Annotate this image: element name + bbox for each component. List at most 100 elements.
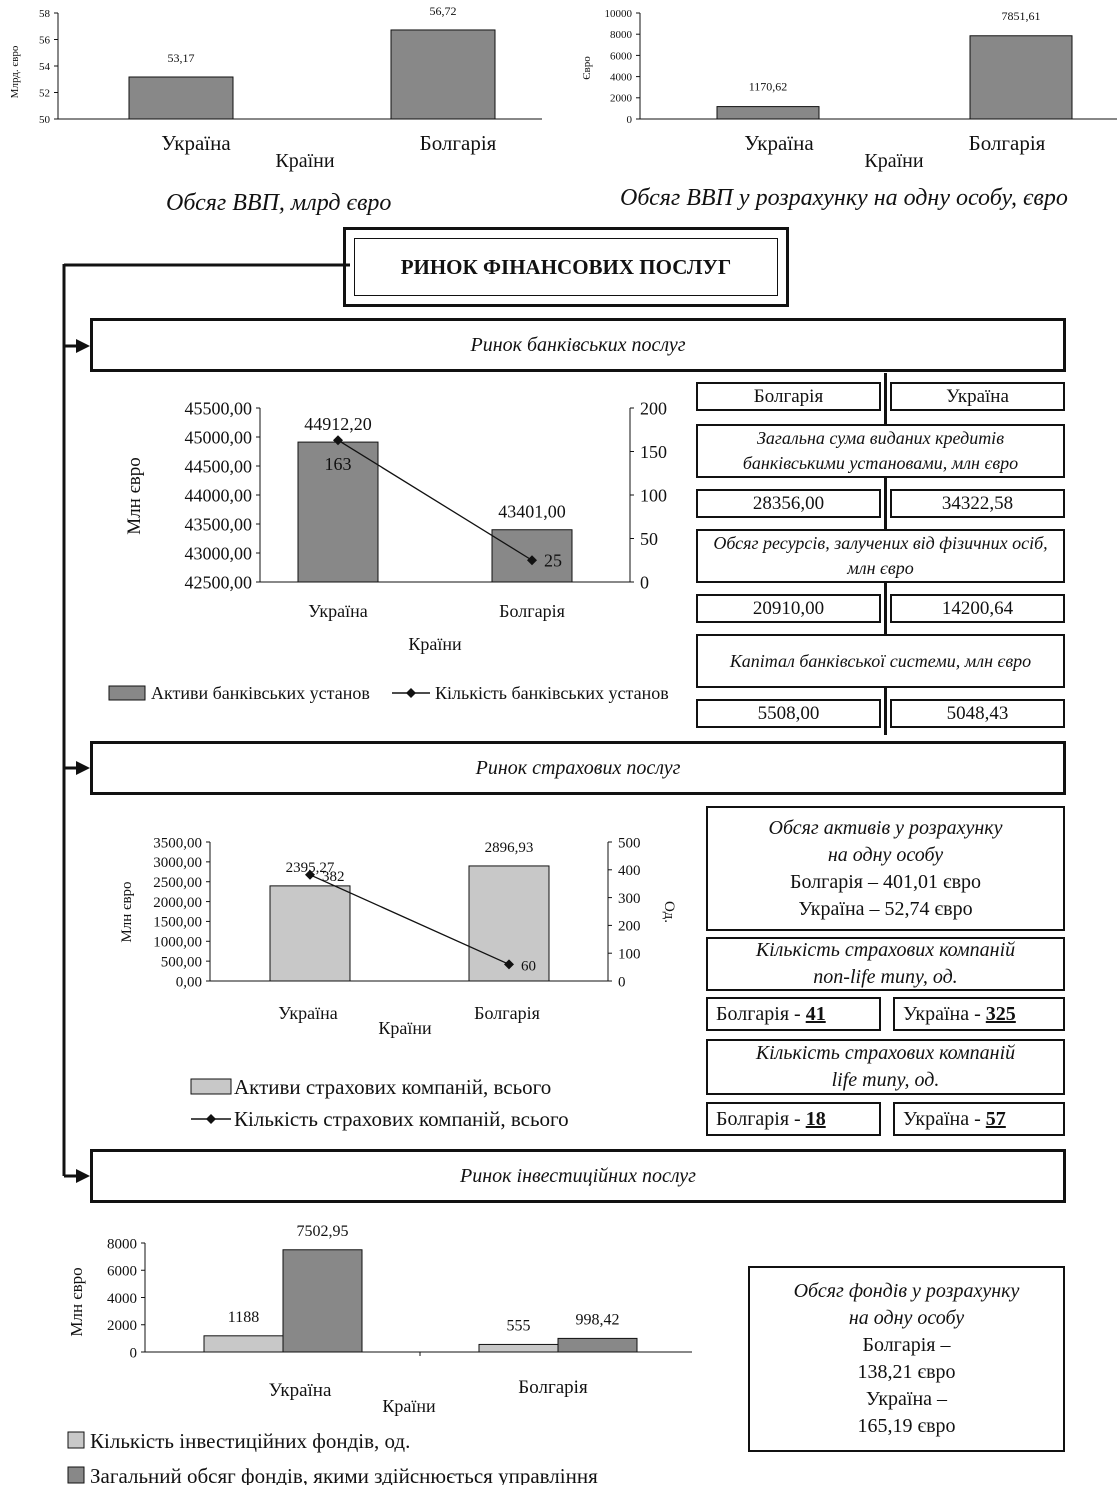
ins-y-tick-4: 2000,00 (153, 895, 202, 911)
banking-capital-ukraine: 5048,43 (890, 699, 1065, 728)
bank-count-point-1 (527, 555, 537, 566)
inv-bar-1-1 (557, 1337, 638, 1353)
nonlife-ukraine: Україна - 325 (893, 997, 1065, 1031)
nonlife-companies-title-box: Кількість страхових компаній non-life ти… (706, 937, 1065, 991)
funds-ukraine-label: Україна – (865, 1388, 948, 1410)
funds-per-capita-box: Обсяг фондів у розрахунку на одну особу … (748, 1266, 1065, 1452)
banking-table-head-bulgaria: Болгарія (696, 382, 881, 411)
investment-chart: Млн євро 0 2000 4000 6000 8000 1188 7502,95 Ук… (67, 1223, 692, 1485)
gdp-category-0: Україна (161, 131, 231, 155)
banking-chart: Млн євро 42500,00 43000,00 43500,00 44000,0… (108, 398, 669, 703)
insurance-chart-y2label: Од. (661, 901, 677, 923)
inv-bar-label-0-0: 1188 (228, 1309, 259, 1326)
gdppc-bar-1 (969, 35, 1073, 120)
bank-y-tick-3: 44000,00 (185, 485, 253, 505)
banking-loans-bulgaria: 28356,00 (696, 489, 881, 518)
banking-table-label-capital: Капітал банківської системи, млн євро (696, 634, 1065, 688)
gdp-pc-chart-ylabel: Євро (581, 56, 593, 80)
life-bulgaria-label: Болгарія - (716, 1107, 806, 1130)
life-title-line2: life типу, од. (831, 1069, 940, 1091)
gdp-bar-label-1: 56,72 (430, 4, 457, 18)
arrow-investment (76, 1169, 90, 1183)
banking-deposits-bulgaria: 20910,00 (696, 594, 881, 623)
gdppc-category-1: Болгарія (969, 131, 1046, 155)
inv-bar-0-0 (203, 1335, 284, 1353)
bank-count-point-0 (333, 435, 343, 446)
bank-y2-tick-4: 200 (640, 398, 667, 418)
life-bulgaria-value: 18 (805, 1107, 826, 1130)
ins-y2-tick-3: 300 (618, 891, 641, 907)
gdp-pc-chart-xlabel: Країни (864, 150, 923, 172)
investment-market-band: Ринок інвестиційних послуг (90, 1149, 1066, 1203)
gdp-y-tick-1: 52 (39, 87, 50, 99)
legend-bank-assets: Активи банківських установ (151, 683, 370, 703)
insurance-chart-ylabel: Млн євро (119, 881, 135, 942)
bank-category-1: Болгарія (499, 601, 565, 621)
gdp-y-tick-3: 56 (39, 34, 51, 46)
ins-y-tick-2: 1000,00 (153, 935, 202, 951)
ins-count-point-1 (504, 959, 514, 970)
legend-ins-count: Кількість страхових компаній, всього (234, 1107, 569, 1131)
life-ukraine-value: 57 (985, 1107, 1006, 1130)
banking-chart-xlabel: Країни (408, 634, 462, 654)
gdppc-y-tick-4: 8000 (610, 29, 633, 41)
gdppc-category-0: Україна (744, 131, 814, 155)
nonlife-title-line2: non-life типу, од. (813, 966, 958, 988)
bank-count-label-0: 163 (325, 454, 352, 474)
life-title-line1: Кількість страхових компаній (755, 1042, 1016, 1064)
gdp-category-1: Болгарія (420, 131, 497, 155)
gdp-bar-0 (128, 76, 234, 120)
bank-y-tick-6: 45500,00 (185, 398, 253, 418)
bank-assets-bar-0 (297, 441, 379, 583)
ins-y2-tick-5: 500 (618, 835, 641, 851)
ins-category-0: Україна (278, 1003, 338, 1023)
insurance-assets-per-capita-box: Обсяг активів у розрахунку на одну особу… (706, 806, 1065, 931)
gdp-chart-caption: Обсяг ВВП, млрд євро (166, 190, 392, 216)
life-bulgaria: Болгарія - 18 (706, 1102, 881, 1136)
life-companies-title-box: Кількість страхових компаній life типу, … (706, 1039, 1065, 1095)
ins-assets-bar-0 (269, 885, 351, 982)
inv-bar-label-0-1: 7502,95 (297, 1223, 349, 1240)
nonlife-bulgaria: Болгарія - 41 (706, 997, 881, 1031)
legend-bank-assets-swatch (108, 685, 146, 701)
bank-y2-tick-2: 100 (640, 485, 667, 505)
ins-y-tick-5: 2500,00 (153, 875, 202, 891)
gdppc-y-tick-1: 2000 (610, 93, 633, 105)
ins-count-label-1: 60 (521, 958, 536, 974)
gdp-y-tick-0: 50 (39, 114, 51, 126)
ins-y-tick-1: 500,00 (161, 954, 202, 970)
inv-y-tick-3: 6000 (107, 1264, 137, 1280)
gdp-bar-label-0: 53,17 (168, 51, 195, 65)
gdp-charts-area: Млрд. євро 50 52 54 56 58 53,17 Україна 56,72 Б… (9, 4, 1117, 172)
life-ukraine: Україна - 57 (893, 1102, 1065, 1136)
banking-table-label-deposits: Обсяг ресурсів, залучених від фізичних о… (696, 529, 1065, 583)
insurance-assets-bulgaria: Болгарія – 401,01 євро (789, 870, 982, 893)
investment-chart-ylabel: Млн євро (67, 1267, 86, 1336)
inv-y-tick-0: 0 (130, 1345, 138, 1361)
inv-bar-1-0 (478, 1343, 559, 1353)
funds-line2: на одну особу (848, 1307, 965, 1329)
bank-y2-tick-3: 150 (640, 442, 667, 462)
ins-count-point-0 (305, 869, 315, 880)
ins-assets-label-0: 2395,27 (286, 860, 335, 876)
ins-y-tick-6: 3000,00 (153, 855, 202, 871)
ins-category-1: Болгарія (474, 1003, 540, 1023)
gdppc-y-tick-2: 4000 (610, 71, 633, 83)
inv-y-tick-1: 2000 (107, 1318, 137, 1334)
ins-assets-label-1: 2896,93 (485, 840, 534, 856)
gdp-y-tick-2: 54 (39, 61, 51, 73)
funds-bulgaria-value: 138,21 євро (857, 1361, 956, 1383)
bank-y2-tick-1: 50 (640, 529, 658, 549)
nonlife-bulgaria-value: 41 (805, 1002, 826, 1025)
bank-y-tick-5: 45000,00 (185, 427, 253, 447)
insurance-chart-xlabel: Країни (378, 1018, 432, 1038)
inv-y-tick-4: 8000 (107, 1236, 137, 1252)
ins-y2-tick-4: 400 (618, 863, 641, 879)
banking-market-band: Ринок банківських послуг (90, 318, 1066, 372)
ins-count-line (309, 874, 510, 965)
financial-market-title-box: РИНОК ФІНАНСОВИХ ПОСЛУГ (343, 227, 789, 307)
legend-inv-volume: Загальний обсяг фондів, якими здійснюєть… (90, 1464, 598, 1485)
gdp-bar-1 (390, 29, 496, 120)
bank-y-tick-0: 42500,00 (185, 572, 253, 592)
banking-loans-ukraine: 34322,58 (890, 489, 1065, 518)
